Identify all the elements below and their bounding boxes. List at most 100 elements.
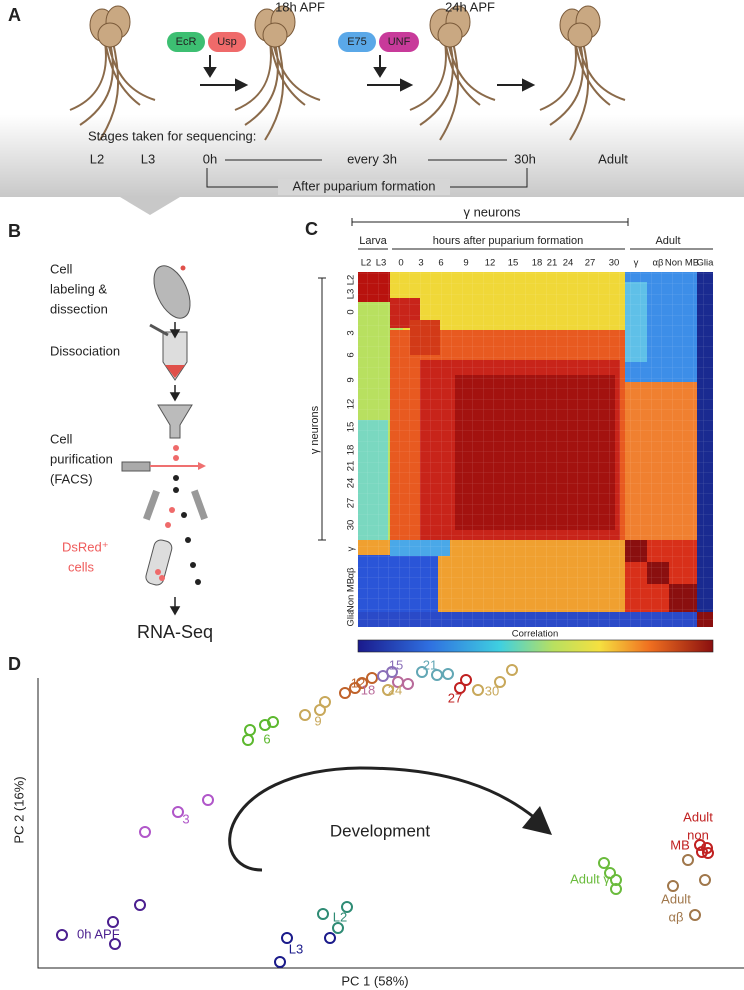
row-group-label: γ neurons bbox=[309, 405, 321, 454]
stage: Adult bbox=[598, 151, 628, 166]
stage: L3 bbox=[141, 151, 155, 166]
step-text: (FACS) bbox=[50, 471, 93, 486]
point-label: 6 bbox=[263, 731, 270, 746]
column-label: 24 bbox=[563, 258, 574, 269]
row-label: L3 bbox=[346, 289, 357, 300]
stage: 0h bbox=[203, 151, 217, 166]
row-label: 9 bbox=[346, 377, 357, 382]
step-text: dissection bbox=[50, 301, 108, 316]
arrows bbox=[200, 55, 536, 92]
row-label: 15 bbox=[346, 422, 357, 433]
row-label: 18 bbox=[346, 445, 357, 456]
output-label: RNA-Seq bbox=[137, 622, 213, 642]
stage: every 3h bbox=[347, 151, 397, 166]
arrow-head bbox=[522, 806, 552, 835]
point-label: 24 bbox=[388, 682, 402, 697]
factor-label: Usp bbox=[217, 36, 237, 48]
sorted-label: cells bbox=[68, 559, 95, 574]
point-label: αβ bbox=[669, 909, 684, 924]
row-label: 30 bbox=[346, 520, 357, 531]
column-label: γ bbox=[634, 258, 639, 269]
step-text: purification bbox=[50, 451, 113, 466]
panel-label: D bbox=[8, 654, 21, 674]
row-label: 12 bbox=[346, 399, 357, 410]
axes bbox=[37, 678, 744, 969]
bracket-label-bg bbox=[278, 179, 450, 195]
step-text: Dissociation bbox=[50, 343, 120, 358]
column-label: 30 bbox=[609, 258, 620, 269]
column-label: L3 bbox=[376, 258, 387, 269]
column-label: 6 bbox=[438, 258, 443, 269]
arrow-label: Development bbox=[330, 821, 430, 840]
row-label: γ bbox=[346, 546, 357, 551]
panel-a-pointer bbox=[120, 197, 180, 215]
column-label: Non MB bbox=[665, 258, 699, 269]
row-label: 27 bbox=[346, 498, 357, 509]
point-label: L2 bbox=[333, 909, 347, 924]
row-label: 21 bbox=[346, 461, 357, 472]
point-label: non bbox=[687, 827, 709, 842]
pca-points bbox=[56, 664, 714, 968]
point-label: MB bbox=[670, 837, 690, 852]
group-label: γ neurons bbox=[463, 204, 521, 219]
stage-label: 24h APF bbox=[445, 0, 495, 14]
row-label: 3 bbox=[346, 330, 357, 335]
column-label: 9 bbox=[463, 258, 468, 269]
stage: 30h bbox=[514, 151, 536, 166]
column-labels: L2 L2 L3 L3 0 0 3 3 6 6 9 9 12 12 15 15 18 18 21 21 24 24 27 27… bbox=[346, 258, 715, 627]
row-label: Glia bbox=[346, 609, 357, 627]
point-label: 18 bbox=[361, 682, 375, 697]
column-label: 18 bbox=[532, 258, 543, 269]
factor-pill bbox=[338, 32, 376, 52]
point-label: 3 bbox=[182, 811, 189, 826]
column-label: αβ bbox=[653, 258, 664, 269]
factor-label: EcR bbox=[176, 36, 197, 48]
factor-label: UNF bbox=[388, 36, 411, 48]
point-label: L3 bbox=[289, 941, 303, 956]
point-label: Adult γ bbox=[570, 871, 610, 886]
step-text: Cell bbox=[50, 431, 73, 446]
column-label: 21 bbox=[547, 258, 558, 269]
row-label: Non MB bbox=[346, 578, 357, 612]
tube-icon bbox=[149, 323, 188, 381]
colorbar bbox=[357, 639, 714, 653]
bracket-label: After puparium formation bbox=[292, 178, 435, 193]
panel-label: C bbox=[305, 219, 318, 239]
group-label: Adult bbox=[655, 235, 680, 247]
stage: L2 bbox=[90, 151, 104, 166]
step-text: Cell bbox=[50, 261, 73, 276]
column-label: 15 bbox=[508, 258, 519, 269]
colorbar-label: Correlation bbox=[512, 629, 558, 640]
panel-label: B bbox=[8, 221, 21, 241]
row-label: 0 bbox=[346, 309, 357, 314]
column-label: 12 bbox=[485, 258, 496, 269]
row-label: αβ bbox=[346, 567, 357, 578]
group-label: Larva bbox=[359, 235, 387, 247]
heatmap bbox=[358, 272, 713, 627]
row-label: L2 bbox=[346, 275, 357, 286]
header-brackets bbox=[318, 218, 713, 541]
row-label: 24 bbox=[346, 478, 357, 489]
factor-pill bbox=[167, 32, 205, 52]
column-label: Glia bbox=[697, 258, 715, 269]
development-arrow bbox=[228, 766, 536, 872]
column-label: 3 bbox=[418, 258, 423, 269]
factor-label: E75 bbox=[347, 36, 367, 48]
point-label: 12 bbox=[351, 675, 365, 690]
row-label: 6 bbox=[346, 352, 357, 357]
stage-label: 18h APF bbox=[275, 0, 325, 14]
x-axis-label: PC 1 (58%) bbox=[341, 973, 408, 988]
sequencing-title: Stages taken for sequencing: bbox=[88, 128, 256, 143]
point-label: 30 bbox=[485, 683, 499, 698]
panel-label: A bbox=[8, 5, 21, 25]
column-label: L2 bbox=[361, 258, 372, 269]
point-label: 9 bbox=[314, 713, 321, 728]
column-label: 27 bbox=[585, 258, 596, 269]
factor-pill bbox=[379, 32, 419, 52]
facs-icon bbox=[121, 404, 208, 586]
point-label: 15 bbox=[389, 657, 403, 672]
sorted-label: DsRed⁺ bbox=[62, 539, 109, 554]
point-label: Adult bbox=[661, 891, 691, 906]
arrows bbox=[169, 322, 181, 616]
